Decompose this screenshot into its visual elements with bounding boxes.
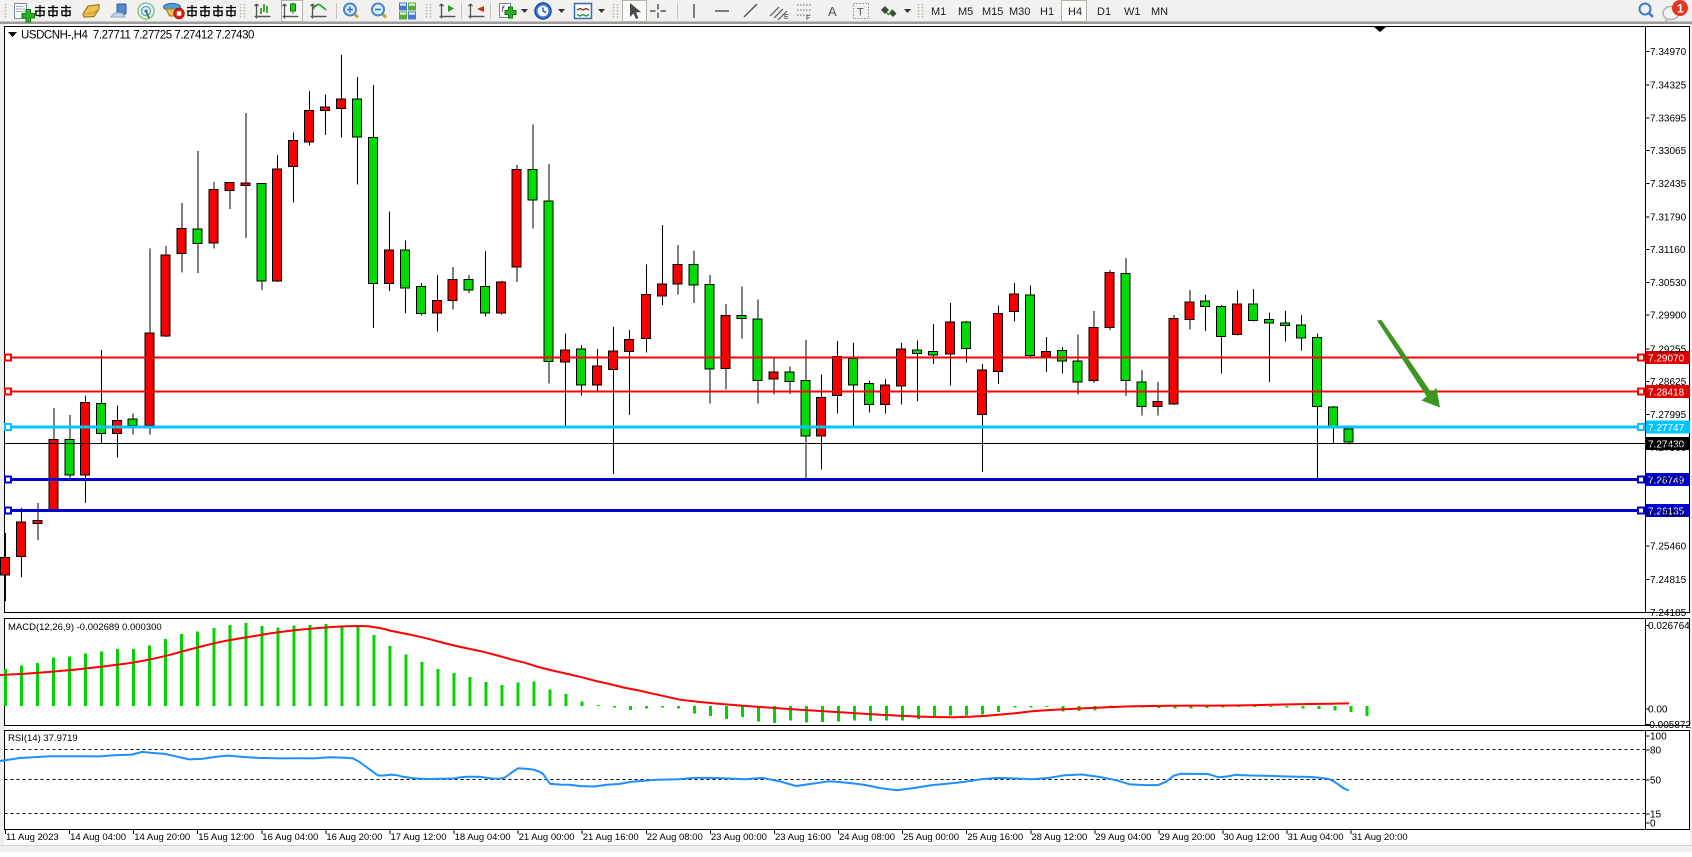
svg-text:A: A [828,4,837,19]
svg-text:E: E [784,14,789,21]
svg-text:D1: D1 [1097,6,1111,18]
svg-text:21 Aug 00:00: 21 Aug 00:00 [519,832,575,843]
svg-text:7.29255: 7.29255 [1650,344,1687,355]
svg-text:W1: W1 [1124,6,1141,18]
svg-text:7.26135: 7.26135 [1648,507,1685,518]
svg-text:28 Aug 12:00: 28 Aug 12:00 [1031,832,1087,843]
svg-text:T: T [857,7,864,19]
svg-text:7.27430: 7.27430 [1648,440,1685,451]
svg-text:MACD(12,26,9) -0.002689 0.0003: MACD(12,26,9) -0.002689 0.000300 [8,622,162,633]
svg-text:14 Aug 04:00: 14 Aug 04:00 [70,832,126,843]
svg-text:31 Aug 04:00: 31 Aug 04:00 [1288,832,1344,843]
svg-text:0: 0 [1650,819,1656,830]
svg-text:H4: H4 [1068,6,1082,18]
svg-text:7.24185: 7.24185 [1650,608,1687,619]
svg-text:29 Aug 04:00: 29 Aug 04:00 [1095,832,1151,843]
svg-text:7.25460: 7.25460 [1650,542,1687,553]
svg-text:23 Aug 16:00: 23 Aug 16:00 [775,832,831,843]
svg-text:15 Aug 12:00: 15 Aug 12:00 [198,832,254,843]
svg-text:14 Aug 20:00: 14 Aug 20:00 [134,832,190,843]
svg-text:80: 80 [1650,746,1662,757]
svg-text:23 Aug 00:00: 23 Aug 00:00 [711,832,767,843]
svg-text:1: 1 [1677,2,1684,16]
svg-text:7.32435: 7.32435 [1650,179,1687,190]
svg-text:7.27747: 7.27747 [1648,423,1685,434]
svg-text:7.26730: 7.26730 [1650,476,1687,487]
svg-text:17 Aug 12:00: 17 Aug 12:00 [391,832,447,843]
svg-text:100: 100 [1650,732,1667,743]
svg-text:M15: M15 [982,6,1003,18]
svg-text:7.34325: 7.34325 [1650,81,1687,92]
svg-text:7.33065: 7.33065 [1650,146,1687,157]
svg-text:16 Aug 20:00: 16 Aug 20:00 [326,832,382,843]
svg-text:31 Aug 20:00: 31 Aug 20:00 [1352,832,1408,843]
svg-text:7.27995: 7.27995 [1650,410,1687,421]
svg-text:7.26749: 7.26749 [1648,476,1685,487]
svg-text:-0.005872: -0.005872 [1646,720,1691,731]
svg-text:7.30530: 7.30530 [1650,278,1687,289]
svg-text:M1: M1 [931,6,946,18]
svg-text:29 Aug 20:00: 29 Aug 20:00 [1159,832,1215,843]
svg-text:RSI(14) 37.9719: RSI(14) 37.9719 [8,733,78,744]
svg-text:7.29070: 7.29070 [1648,354,1685,365]
svg-text:25 Aug 16:00: 25 Aug 16:00 [967,832,1023,843]
svg-text:0.00: 0.00 [1648,705,1668,716]
svg-text:F: F [806,15,810,22]
svg-text:USDCNH-,H4 7.27711 7.27725 7.: USDCNH-,H4 7.27711 7.27725 7.27412 7.274… [21,30,254,42]
svg-text:7.33695: 7.33695 [1650,113,1687,124]
svg-text:22 Aug 08:00: 22 Aug 08:00 [647,832,703,843]
svg-text:7.27360: 7.27360 [1650,443,1687,454]
svg-text:18 Aug 04:00: 18 Aug 04:00 [455,832,511,843]
svg-text:7.31160: 7.31160 [1650,245,1686,256]
svg-text:7.24815: 7.24815 [1650,575,1687,586]
svg-text:11 Aug 2023: 11 Aug 2023 [6,832,59,843]
svg-text:7.31790: 7.31790 [1650,212,1687,223]
svg-text:M30: M30 [1009,6,1030,18]
svg-text:7.26100: 7.26100 [1650,508,1687,519]
svg-text:15: 15 [1650,810,1662,821]
svg-text:M5: M5 [958,6,973,18]
svg-text:7.28625: 7.28625 [1650,377,1687,388]
svg-text:25 Aug 00:00: 25 Aug 00:00 [903,832,959,843]
svg-text:7.34970: 7.34970 [1650,47,1687,58]
svg-text:50: 50 [1650,776,1662,787]
svg-text:24 Aug 08:00: 24 Aug 08:00 [839,832,895,843]
svg-text:16 Aug 04:00: 16 Aug 04:00 [262,832,318,843]
svg-text:MN: MN [1151,6,1168,18]
svg-text:7.28418: 7.28418 [1648,388,1685,399]
svg-text:30 Aug 12:00: 30 Aug 12:00 [1224,832,1280,843]
svg-text:f: f [502,4,506,14]
svg-text:21 Aug 16:00: 21 Aug 16:00 [583,832,639,843]
svg-text:0.026764: 0.026764 [1648,621,1690,632]
svg-text:7.29900: 7.29900 [1650,311,1687,322]
svg-text:H1: H1 [1040,6,1054,18]
